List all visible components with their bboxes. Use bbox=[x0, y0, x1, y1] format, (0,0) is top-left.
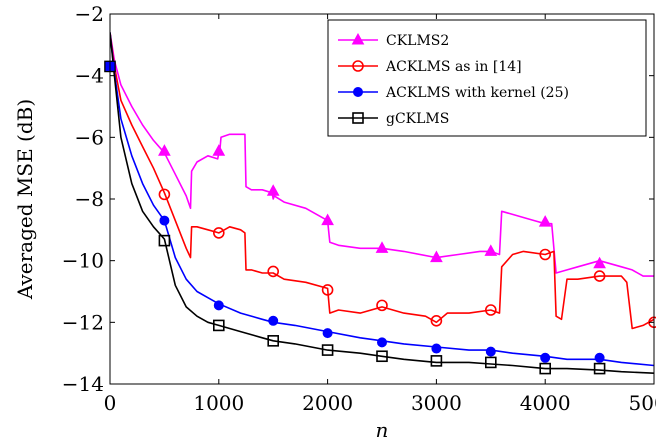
x-tick-label: 3000 bbox=[411, 391, 462, 415]
series-2-marker bbox=[484, 304, 497, 316]
series-2-marker bbox=[213, 227, 225, 239]
legend-marker bbox=[353, 87, 363, 97]
series-4-marker bbox=[484, 356, 497, 369]
legend-marker bbox=[351, 32, 365, 45]
legend-label: ACKLMS with kernel (25) bbox=[385, 85, 569, 101]
x-tick-label: 1000 bbox=[193, 391, 244, 415]
x-tick-label: 2000 bbox=[302, 391, 353, 415]
series-1-marker bbox=[538, 215, 552, 227]
x-axis-label: n bbox=[376, 418, 389, 442]
legend-label: CKLMS2 bbox=[386, 33, 449, 49]
series-3-marker bbox=[377, 337, 387, 348]
x-tick-label: 5000 bbox=[629, 391, 656, 415]
y-tick-label: −10 bbox=[62, 249, 104, 273]
series-3-marker bbox=[540, 352, 551, 363]
series-2-marker bbox=[376, 299, 388, 312]
series-1-marker bbox=[321, 213, 334, 226]
y-tick-label: −2 bbox=[75, 2, 104, 26]
y-tick-label: −12 bbox=[62, 310, 104, 334]
series-1-marker bbox=[375, 241, 389, 253]
x-tick-label: 4000 bbox=[520, 391, 571, 415]
y-tick-label: −6 bbox=[75, 125, 104, 149]
series-4-marker bbox=[321, 344, 334, 356]
legend-marker bbox=[352, 112, 364, 124]
y-axis-label: Averaged MSE (dB) bbox=[13, 99, 37, 300]
series-4-marker bbox=[158, 234, 171, 247]
series-1-marker bbox=[593, 256, 606, 269]
series-3-marker bbox=[594, 352, 605, 363]
series-4-marker bbox=[267, 335, 280, 347]
series-line-4 bbox=[110, 32, 654, 374]
series-line-2 bbox=[110, 32, 654, 330]
series-4-marker bbox=[593, 362, 606, 375]
series-3-marker bbox=[159, 215, 170, 226]
series-3-marker bbox=[431, 343, 442, 354]
tick-layer: 0 1000 2000 3000 4000 5000 −14 −12 −10 −8 −6 −4 −2 bbox=[62, 2, 656, 415]
y-tick-label: −4 bbox=[75, 64, 104, 88]
series-2-marker bbox=[593, 270, 606, 282]
series-2-marker bbox=[267, 265, 280, 278]
marker-layer bbox=[104, 60, 656, 375]
series-3-marker bbox=[268, 315, 279, 326]
series-3-marker bbox=[322, 328, 333, 339]
series-1-marker bbox=[212, 144, 226, 156]
series-1-marker bbox=[158, 144, 171, 156]
legend-label: ACKLMS as in [14] bbox=[385, 59, 522, 75]
y-tick-label: −14 bbox=[62, 372, 104, 396]
series-3-marker bbox=[485, 346, 496, 357]
legend-marker bbox=[352, 60, 364, 72]
series-1-marker bbox=[266, 184, 280, 196]
legend: CKLMS2 ACKLMS as in [14] ACKLMS with kerne… bbox=[327, 19, 647, 137]
series-1-marker bbox=[430, 250, 443, 263]
series-2-marker bbox=[430, 314, 443, 327]
series-3-marker bbox=[213, 300, 224, 311]
series-4-marker bbox=[430, 355, 443, 367]
series-4-marker bbox=[376, 350, 388, 363]
series-2-marker bbox=[321, 284, 334, 296]
legend-label: gCKLMS bbox=[386, 111, 449, 127]
x-tick-label: 0 bbox=[104, 391, 117, 415]
series-4-marker bbox=[539, 362, 552, 375]
series-2-marker bbox=[539, 248, 552, 261]
series-2-marker bbox=[158, 188, 171, 201]
y-tick-label: −8 bbox=[75, 187, 104, 211]
series-1-marker bbox=[484, 244, 498, 256]
legend-box bbox=[327, 19, 647, 137]
series-4-marker bbox=[213, 319, 225, 332]
